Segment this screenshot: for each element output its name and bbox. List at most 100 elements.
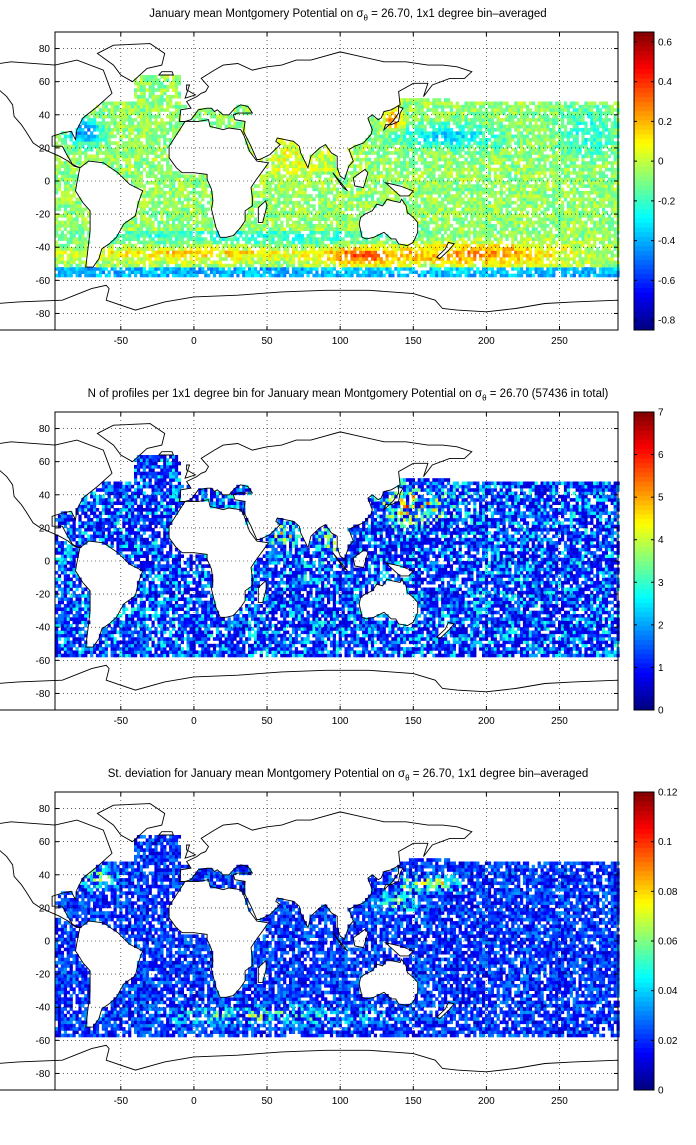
data-cell [321, 217, 325, 222]
data-cell [604, 243, 609, 248]
data-cell [441, 171, 445, 175]
data-cell [356, 273, 360, 278]
data-cell [406, 177, 410, 182]
data-cell [256, 240, 261, 245]
data-cell [552, 210, 556, 215]
data-cell [309, 224, 313, 228]
data-cell [499, 194, 503, 198]
data-cell [452, 157, 457, 162]
data-cell [417, 154, 421, 159]
data-cell [599, 224, 603, 228]
data-cell [274, 273, 278, 278]
data-cell [365, 184, 369, 188]
data-cell [505, 234, 509, 238]
data-cell [78, 227, 82, 232]
data-cell [157, 250, 161, 255]
data-cell [400, 273, 404, 278]
data-cell [84, 273, 88, 278]
data-cell [315, 157, 319, 162]
data-cell [271, 230, 275, 235]
data-cell [174, 240, 179, 245]
data-cell [435, 177, 439, 182]
data-cell [294, 243, 299, 248]
data-cell [543, 273, 547, 278]
data-cell [572, 181, 576, 185]
data-cell [558, 253, 562, 258]
data-cell [596, 184, 600, 188]
data-cell [183, 224, 187, 228]
data-cell [470, 260, 474, 265]
data-cell [522, 171, 527, 175]
data-cell [452, 217, 457, 222]
data-cell [286, 184, 290, 188]
data-cell [490, 270, 495, 275]
data-cell [221, 237, 225, 241]
data-cell [87, 227, 91, 232]
data-cell [356, 194, 360, 198]
data-cell [145, 171, 149, 175]
data-cell [455, 190, 459, 195]
data-cell [78, 197, 82, 202]
data-cell [60, 230, 65, 235]
data-cell [511, 190, 515, 195]
data-cell [259, 267, 263, 271]
data-cell [359, 194, 363, 198]
data-cell [458, 214, 462, 218]
data-cell [552, 197, 556, 202]
data-cell [467, 210, 471, 215]
data-cell [163, 247, 167, 251]
data-cell [467, 184, 471, 188]
data-cell [312, 240, 316, 245]
data-cell [403, 177, 407, 182]
data-cell [520, 234, 524, 238]
data-cell [139, 250, 144, 255]
data-cell [388, 270, 392, 275]
data-cell [300, 207, 304, 212]
data-cell [426, 161, 430, 165]
data-cell [613, 273, 617, 278]
data-cell [166, 204, 170, 208]
data-cell [174, 263, 179, 268]
data-cell [139, 224, 144, 228]
data-cell [72, 267, 76, 271]
data-cell [169, 247, 173, 251]
data-cell [607, 190, 612, 195]
data-cell [286, 194, 290, 198]
data-cell [455, 250, 459, 255]
data-cell [186, 263, 190, 268]
data-cell [441, 257, 445, 261]
data-cell [578, 214, 582, 218]
data-cell [251, 230, 255, 235]
data-cell [511, 154, 515, 159]
data-cell [438, 174, 442, 179]
data-cell [315, 273, 319, 278]
data-cell [104, 161, 108, 165]
data-cell [297, 260, 301, 265]
data-cell [520, 267, 524, 271]
data-cell [151, 220, 155, 225]
data-cell [540, 260, 544, 265]
data-cell [297, 220, 301, 225]
data-cell [505, 250, 509, 255]
data-cell [356, 214, 360, 218]
data-cell [543, 171, 547, 175]
data-cell [195, 237, 199, 241]
data-cell [318, 220, 322, 225]
data-cell [75, 267, 79, 271]
data-cell [286, 253, 290, 258]
data-cell [429, 187, 433, 192]
data-cell [561, 187, 565, 192]
data-cell [154, 187, 158, 192]
data-cell [344, 270, 348, 275]
data-cell [277, 224, 281, 228]
data-cell [461, 253, 465, 258]
data-cell [455, 181, 459, 185]
data-cell [566, 253, 571, 258]
data-cell [610, 220, 614, 225]
data-cell [596, 220, 600, 225]
data-cell [534, 263, 538, 268]
data-cell [236, 257, 240, 261]
data-cell [87, 157, 91, 162]
data-cell [423, 167, 427, 172]
data-cell [423, 240, 427, 245]
